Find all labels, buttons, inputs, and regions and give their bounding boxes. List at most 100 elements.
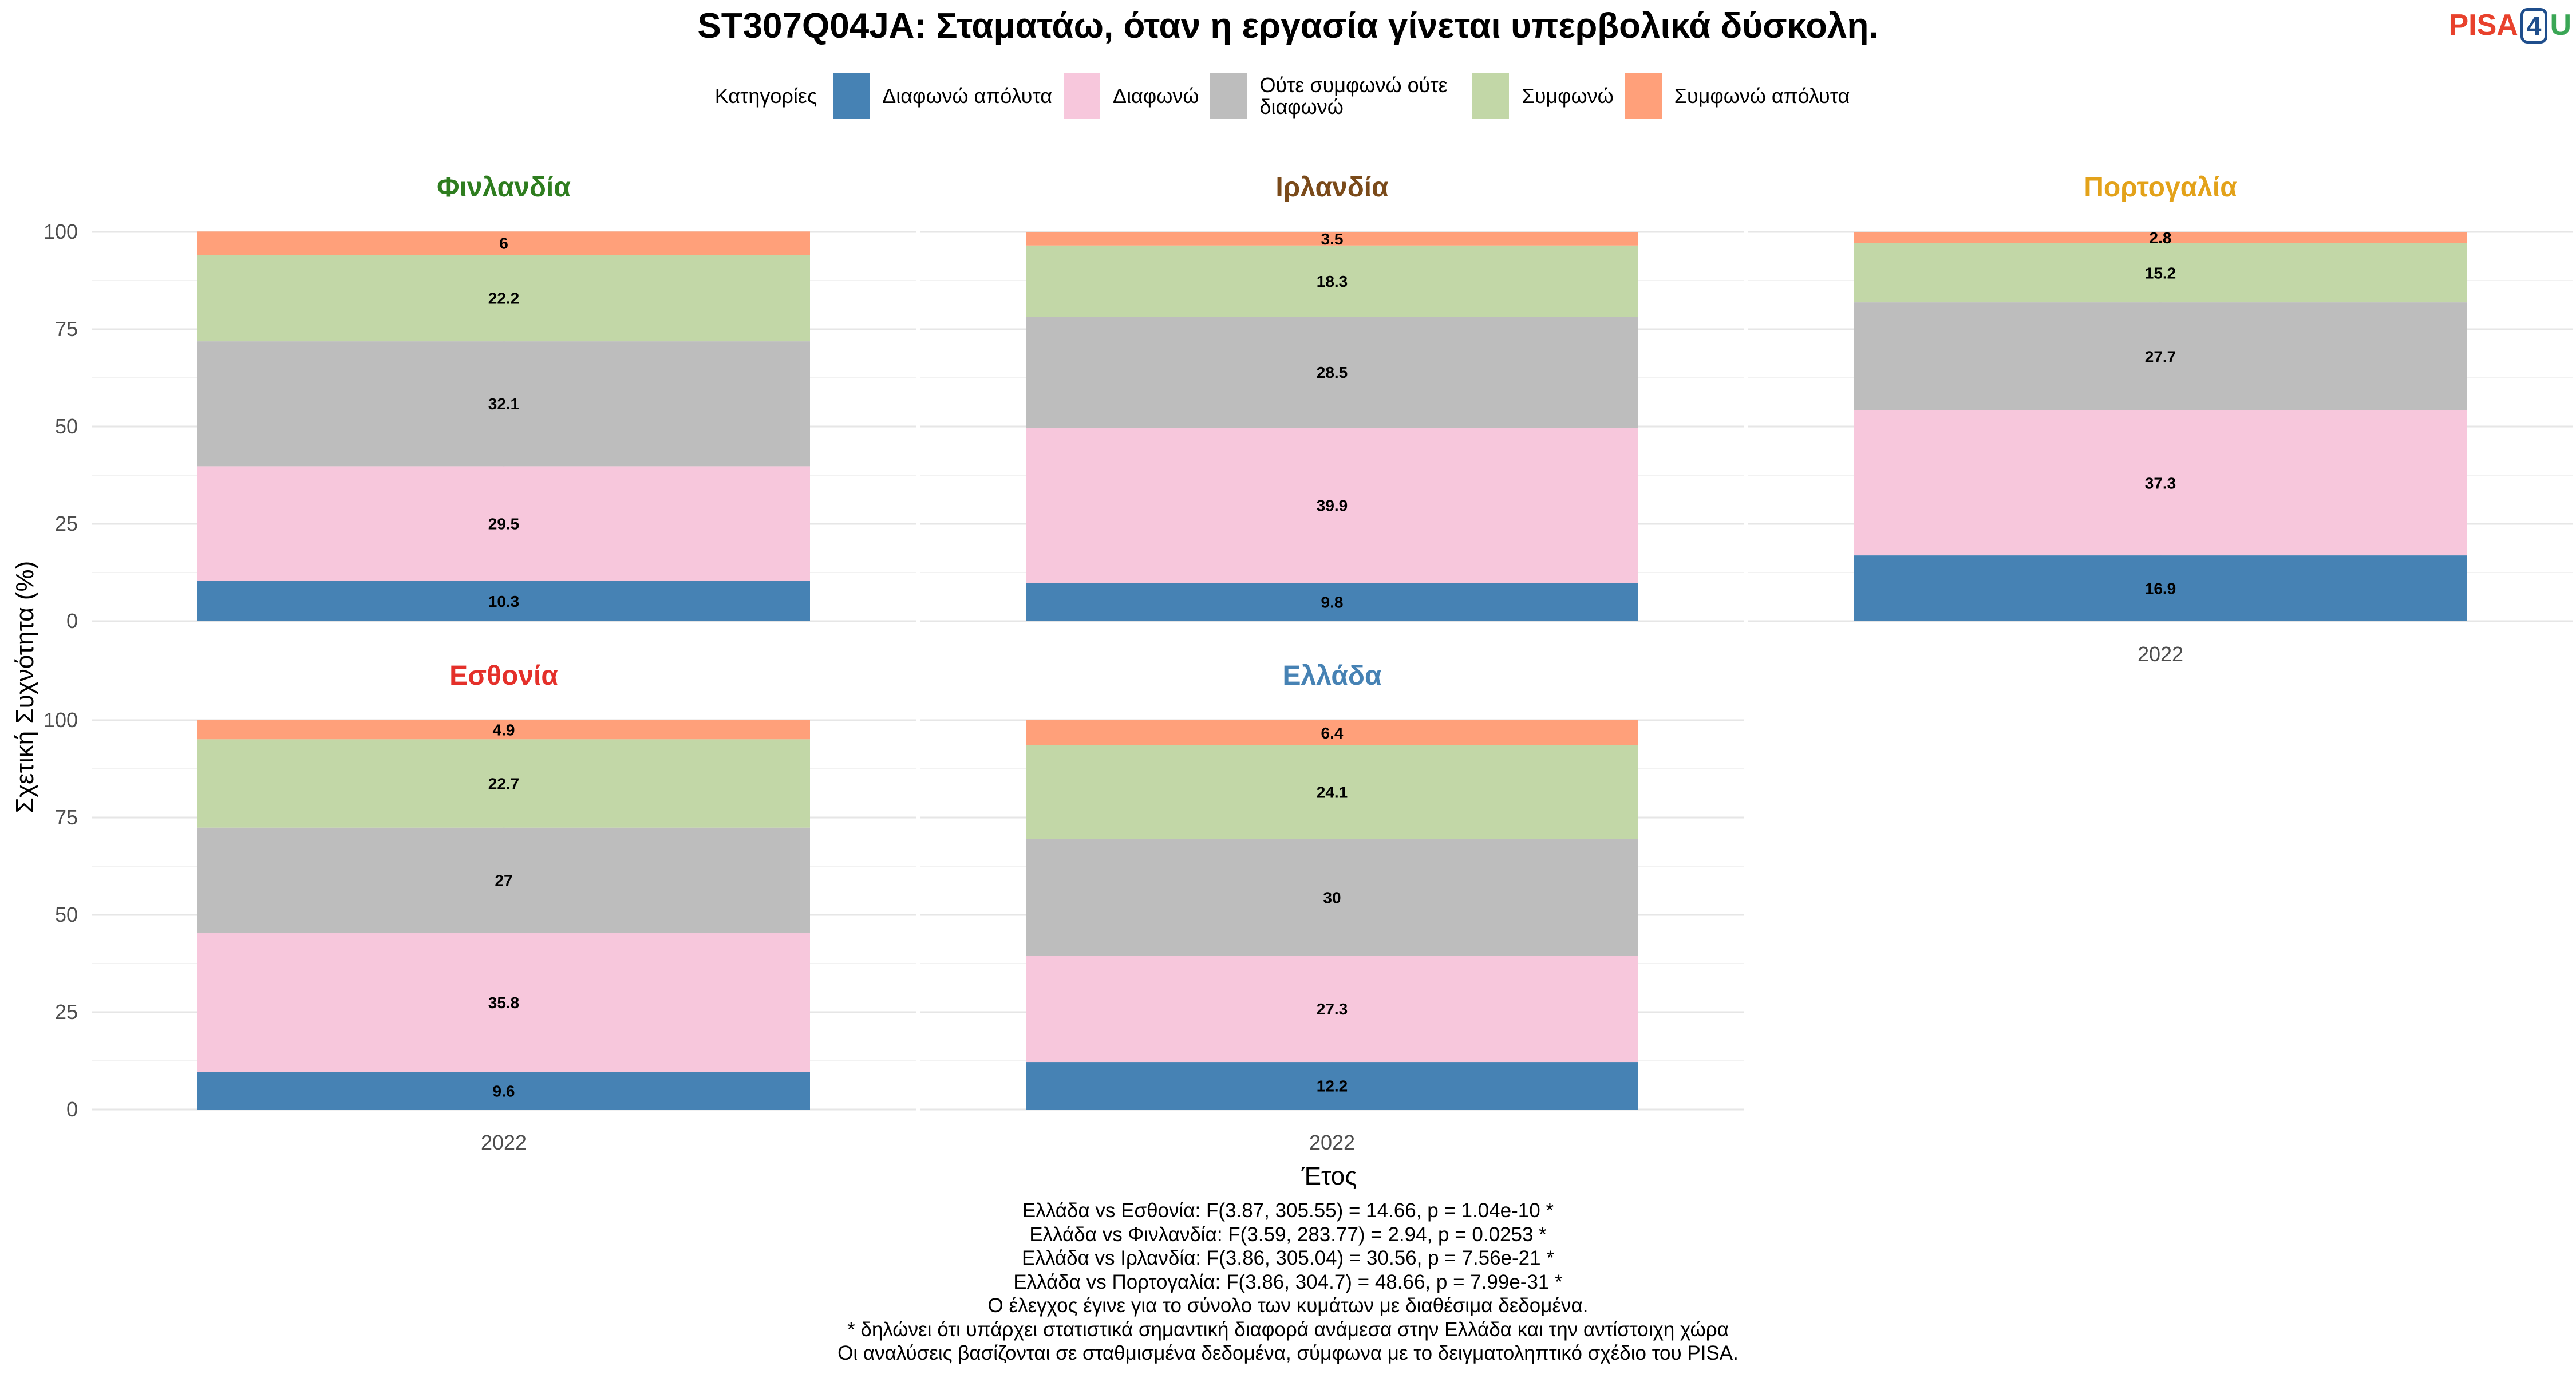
bar-segment xyxy=(197,466,810,581)
legend-label: Διαφωνώ xyxy=(1113,84,1199,108)
bar-segment xyxy=(1854,410,2467,556)
data-label: 35.8 xyxy=(488,994,520,1012)
data-label: 22.7 xyxy=(488,775,520,793)
bar-segment xyxy=(197,827,810,933)
data-label: 29.5 xyxy=(488,515,520,533)
caption-line: * δηλώνει ότι υπάρχει στατιστικά σημαντι… xyxy=(847,1318,1729,1341)
data-label: 32.1 xyxy=(488,395,520,413)
bar-segment xyxy=(1026,720,1638,745)
data-label: 27 xyxy=(495,871,512,889)
x-tick-label: 2022 xyxy=(1309,1131,1355,1154)
legend-title: Κατηγορίες xyxy=(714,84,817,108)
bar-segment xyxy=(1026,232,1638,246)
y-tick-label: 100 xyxy=(44,708,78,732)
bar-segment xyxy=(1854,243,2467,303)
logo-four-text: 4 xyxy=(2520,8,2548,44)
data-label: 18.3 xyxy=(1317,273,1348,290)
data-label: 9.6 xyxy=(493,1082,515,1100)
legend-swatch xyxy=(1472,73,1510,119)
y-tick-label: 75 xyxy=(55,806,78,829)
caption-line: Ελλάδα vs Εσθονία: F(3.87, 305.55) = 14.… xyxy=(1022,1199,1554,1222)
panel-title: Εσθονία xyxy=(449,661,558,691)
bar-segment xyxy=(1026,839,1638,956)
bar-segment xyxy=(1026,245,1638,317)
bar-segment xyxy=(197,231,810,255)
data-label: 15.2 xyxy=(2145,264,2176,282)
legend-item: Συμφωνώ απόλυτα xyxy=(1625,73,1850,119)
caption-line: Οι αναλύσεις βασίζονται σε σταθμισμένα δ… xyxy=(837,1342,1739,1364)
data-label: 4.9 xyxy=(493,721,515,739)
bar-segment xyxy=(1026,583,1638,621)
data-label: 2.8 xyxy=(2150,229,2172,247)
data-label: 22.2 xyxy=(488,290,520,307)
caption-line: Ελλάδα vs Φινλανδία: F(3.59, 283.77) = 2… xyxy=(1029,1223,1547,1246)
y-tick-label: 50 xyxy=(55,903,78,926)
data-label: 27.3 xyxy=(1317,1000,1348,1018)
y-tick-label: 75 xyxy=(55,317,78,341)
data-label: 16.9 xyxy=(2145,580,2176,598)
data-label: 27.7 xyxy=(2145,348,2176,365)
bar-segment xyxy=(1854,232,2467,243)
data-label: 3.5 xyxy=(1321,230,1344,248)
y-tick-label: 50 xyxy=(55,414,78,438)
bar-segment xyxy=(197,341,810,467)
panel-title: Πορτογαλία xyxy=(2084,172,2237,203)
legend-item: Διαφωνώ απόλυτα xyxy=(833,73,1052,119)
bar-segment xyxy=(197,739,810,828)
y-tick-label: 0 xyxy=(66,1097,78,1121)
legend-label: Συμφωνώ xyxy=(1522,84,1614,108)
logo-u-text: U xyxy=(2550,9,2571,42)
legend: Κατηγορίες Διαφωνώ απόλυτα Διαφωνώ Ούτε … xyxy=(0,73,2576,119)
legend-swatch xyxy=(1625,73,1662,119)
data-label: 10.3 xyxy=(488,593,520,610)
legend-item: Ούτε συμφωνώ ούτε διαφωνώ xyxy=(1210,73,1461,119)
data-label: 30 xyxy=(1323,889,1341,906)
y-tick-label: 25 xyxy=(55,512,78,535)
pisa4u-logo: PISA 4 U xyxy=(2448,8,2571,44)
caption-line: Ελλάδα vs Πορτογαλία: F(3.86, 304.7) = 4… xyxy=(1013,1270,1563,1293)
bar-segment xyxy=(1026,745,1638,839)
legend-swatch xyxy=(833,73,870,119)
bar-segment xyxy=(197,581,810,621)
legend-label: Συμφωνώ απόλυτα xyxy=(1674,84,1850,108)
data-label: 37.3 xyxy=(2145,474,2176,492)
data-label: 39.9 xyxy=(1317,497,1348,515)
legend-label: Ούτε συμφωνώ ούτε διαφωνώ xyxy=(1259,73,1448,119)
data-label: 6.4 xyxy=(1321,724,1344,742)
legend-item: Συμφωνώ xyxy=(1472,73,1614,119)
data-label: 28.5 xyxy=(1317,364,1348,381)
bar-segment xyxy=(197,1072,810,1110)
y-tick-label: 25 xyxy=(55,1000,78,1024)
x-tick-label: 2022 xyxy=(481,1131,527,1154)
legend-label: Διαφωνώ απόλυτα xyxy=(882,84,1053,108)
caption-line: Ελλάδα vs Ιρλανδία: F(3.86, 305.04) = 30… xyxy=(1022,1247,1554,1269)
bar-segment xyxy=(1026,1062,1638,1110)
bar-segment xyxy=(197,933,810,1072)
legend-swatch xyxy=(1210,73,1247,119)
data-label: 12.2 xyxy=(1317,1077,1348,1095)
bar-segment xyxy=(197,720,810,740)
bar-segment xyxy=(1854,302,2467,410)
y-tick-label: 0 xyxy=(66,609,78,633)
bar-segment xyxy=(1026,317,1638,428)
bar-segment xyxy=(1026,428,1638,583)
y-axis-label: Σχετική Συχνότητα (%) xyxy=(11,560,39,814)
chart-title: ST307Q04JA: Σταματάω, όταν η εργασία γίν… xyxy=(697,6,1879,46)
caption: Ελλάδα vs Εσθονία: F(3.87, 305.55) = 14.… xyxy=(0,1199,2576,1365)
y-tick-label: 100 xyxy=(44,220,78,243)
panel-title: Ελλάδα xyxy=(1283,661,1382,691)
data-label: 6 xyxy=(499,235,508,252)
legend-item: Διαφωνώ xyxy=(1064,73,1199,119)
caption-line: Ο έλεγχος έγινε για το σύνολο των κυμάτω… xyxy=(987,1294,1589,1317)
legend-swatch xyxy=(1064,73,1101,119)
panel-title: Φινλανδία xyxy=(437,172,571,203)
x-axis-label: Έτος xyxy=(1301,1162,1357,1190)
panel-title: Ιρλανδία xyxy=(1275,172,1389,203)
logo-pisa-text: PISA xyxy=(2448,9,2518,42)
x-tick-label: 2022 xyxy=(2138,642,2183,666)
bar-segment xyxy=(1026,956,1638,1063)
bar-segment xyxy=(1854,555,2467,621)
data-label: 24.1 xyxy=(1317,783,1348,801)
data-label: 9.8 xyxy=(1321,594,1344,611)
